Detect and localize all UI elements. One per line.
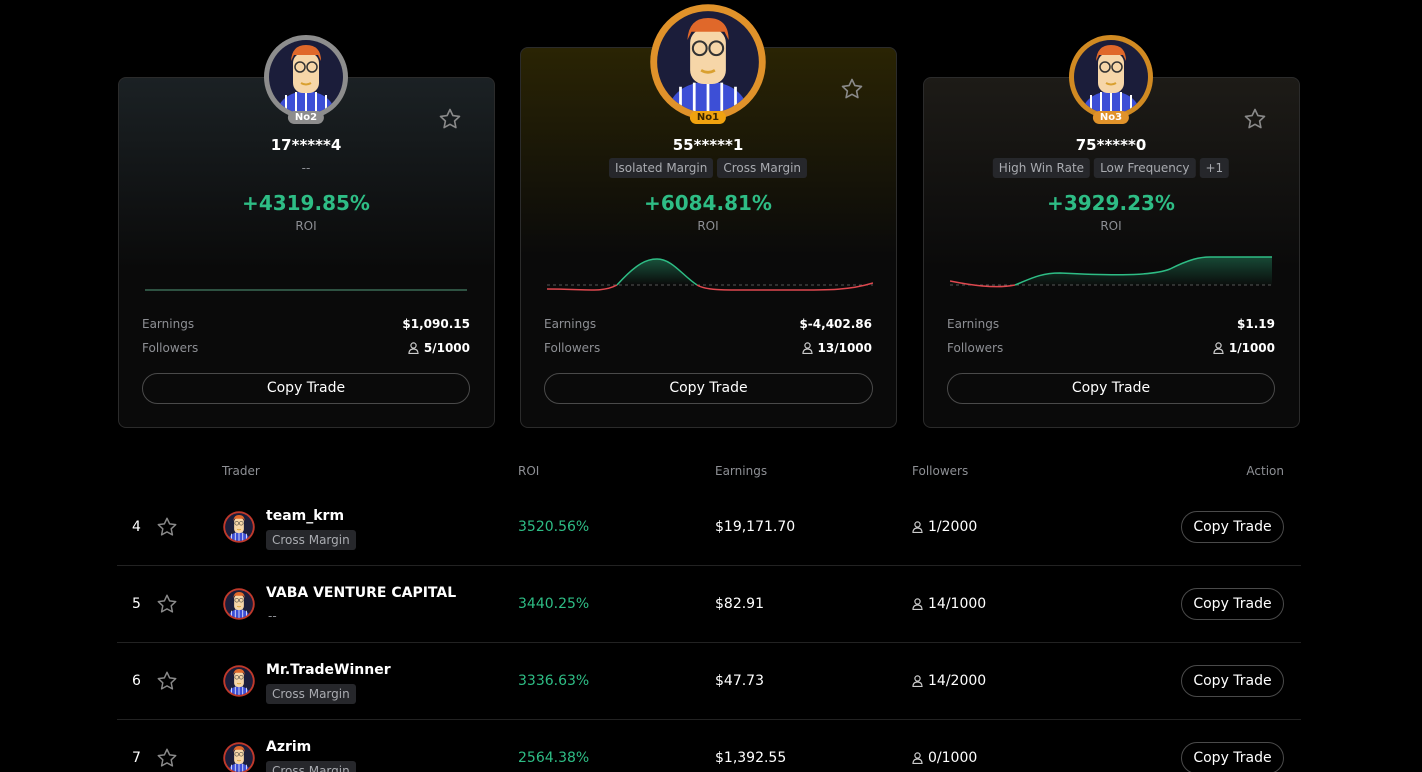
rank-badge: No1: [689, 111, 727, 124]
earnings-label: Earnings: [544, 317, 597, 331]
roi-label: ROI: [295, 219, 317, 233]
avatar: [223, 742, 255, 772]
tag: High Win Rate: [992, 158, 1091, 178]
roi: 3440.25%: [518, 596, 590, 612]
row-separator: [117, 719, 1301, 720]
follower-icon: [912, 752, 923, 764]
follower-icon: [912, 675, 923, 687]
favorite-star[interactable]: [156, 747, 178, 769]
rank-badge: No2: [287, 111, 325, 124]
follower-icon: [912, 598, 923, 610]
roi: 2564.38%: [518, 750, 590, 766]
avatar: [1069, 35, 1153, 119]
roi-value: +4319.85%: [242, 191, 370, 215]
tag: Cross Margin: [266, 761, 356, 772]
tag: Cross Margin: [717, 158, 808, 178]
copy-trade-button[interactable]: Copy Trade: [1181, 511, 1284, 543]
roi-value: +3929.23%: [1047, 191, 1175, 215]
followers: 14/2000: [928, 673, 987, 689]
avatar: [223, 588, 255, 620]
row-separator: [117, 642, 1301, 643]
followers-value: 5/1000: [423, 341, 470, 355]
favorite-star[interactable]: [156, 593, 178, 615]
avatar: [223, 511, 255, 543]
followers-label: Followers: [947, 341, 1004, 355]
tag: +1: [1199, 158, 1230, 178]
follower-icon: [912, 521, 923, 533]
earnings-value: $1,090.15: [402, 317, 470, 331]
followers-value: 13/1000: [817, 341, 872, 355]
trader-name: Azrim: [266, 739, 312, 755]
followers-label: Followers: [544, 341, 601, 355]
tag-placeholder: --: [268, 609, 277, 623]
earnings-label: Earnings: [947, 317, 1000, 331]
avatar: [650, 4, 766, 120]
favorite-star[interactable]: [840, 77, 864, 101]
earnings-value: $1.19: [1237, 317, 1275, 331]
rank: 5: [132, 596, 141, 612]
favorite-star[interactable]: [156, 516, 178, 538]
column-header: Followers: [912, 464, 969, 478]
follower-icon: [408, 342, 419, 354]
favorite-star[interactable]: [438, 107, 462, 131]
roi-label: ROI: [697, 219, 719, 233]
trader-name: team_krm: [266, 508, 345, 524]
trader-name: 55*****1: [672, 136, 744, 154]
favorite-star[interactable]: [156, 670, 178, 692]
avatar: [264, 35, 348, 119]
tag-list: Isolated Margin Cross Margin: [608, 158, 808, 178]
roi-sparkline: [547, 258, 873, 291]
copy-trade-button[interactable]: Copy Trade: [1181, 742, 1284, 772]
roi: 3520.56%: [518, 519, 590, 535]
trader-name: 17*****4: [270, 136, 342, 154]
earnings-value: $-4,402.86: [799, 317, 872, 331]
podium-card: [118, 77, 495, 428]
tag: Isolated Margin: [608, 158, 714, 178]
earnings: $19,171.70: [715, 519, 796, 535]
earnings: $82.91: [715, 596, 764, 612]
followers-value: 1/1000: [1228, 341, 1275, 355]
trader-name: 75*****0: [1075, 136, 1147, 154]
tag: Cross Margin: [266, 530, 356, 550]
earnings: $47.73: [715, 673, 764, 689]
trader-name: VABA VENTURE CAPITAL: [266, 585, 457, 601]
avatar: [223, 665, 255, 697]
row-separator: [117, 565, 1301, 566]
tag: Low Frequency: [1094, 158, 1196, 178]
roi: 3336.63%: [518, 673, 590, 689]
copy-trade-button[interactable]: Copy Trade: [544, 373, 873, 404]
tag-list: High Win Rate Low Frequency +1: [992, 158, 1230, 178]
followers: 1/2000: [928, 519, 978, 535]
rank: 6: [132, 673, 141, 689]
rank-badge: No3: [1092, 111, 1130, 124]
roi-sparkline: [145, 289, 467, 291]
podium-card: [923, 77, 1300, 428]
column-header: Earnings: [715, 464, 768, 478]
copy-trade-button[interactable]: Copy Trade: [142, 373, 470, 404]
favorite-star[interactable]: [1243, 107, 1267, 131]
copy-trade-button[interactable]: Copy Trade: [1181, 588, 1284, 620]
roi-label: ROI: [1100, 219, 1122, 233]
followers: 14/1000: [928, 596, 987, 612]
earnings-label: Earnings: [142, 317, 195, 331]
column-header: ROI: [518, 464, 540, 478]
trader-name: Mr.TradeWinner: [266, 662, 391, 678]
rank: 7: [132, 750, 141, 766]
roi-sparkline: [950, 256, 1272, 288]
earnings: $1,392.55: [715, 750, 787, 766]
follower-icon: [802, 342, 813, 354]
follower-icon: [1213, 342, 1224, 354]
copy-trade-button[interactable]: Copy Trade: [947, 373, 1275, 404]
roi-value: +6084.81%: [644, 191, 772, 215]
tag-placeholder: --: [301, 161, 311, 175]
column-header: Action: [1246, 464, 1284, 478]
column-header: Trader: [222, 464, 260, 478]
followers: 0/1000: [928, 750, 978, 766]
followers-label: Followers: [142, 341, 199, 355]
copy-trade-button[interactable]: Copy Trade: [1181, 665, 1284, 697]
rank: 4: [132, 519, 141, 535]
tag: Cross Margin: [266, 684, 356, 704]
